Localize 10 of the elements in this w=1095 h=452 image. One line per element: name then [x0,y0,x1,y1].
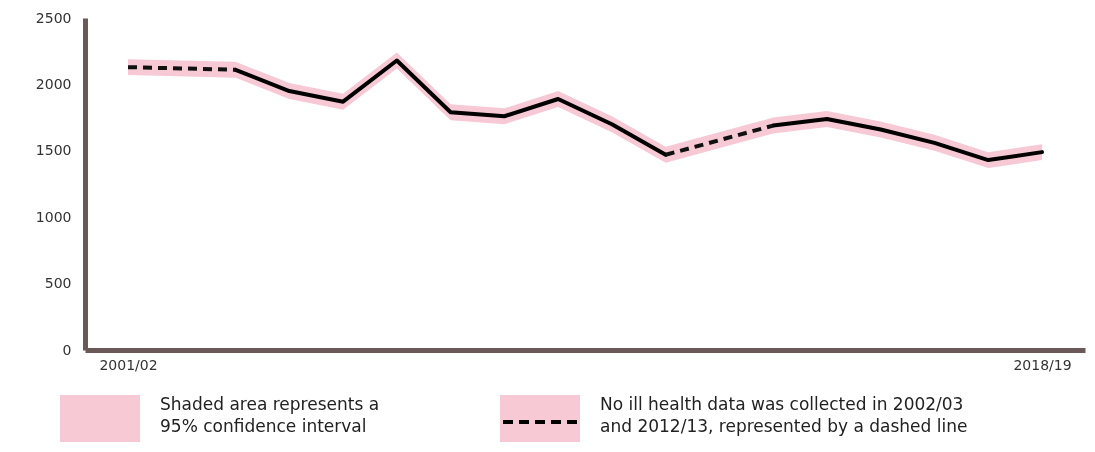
y-tick-label: 1500 [35,142,72,159]
text: No ill health data was collected in 2002/03 and 2012/13, represented by a dashed line [600,394,968,436]
y-tick-label: 2000 [35,75,72,92]
x-tick-label: 2001/02 [99,356,158,373]
x-tick-label: 2018/19 [1013,356,1072,373]
y-tick-label: 0 [62,341,72,358]
text: Shaded area represents a 95% confidence interval [160,394,380,436]
y-tick-label: 2500 [35,9,72,26]
y-tick-label: 1000 [35,208,72,225]
y-tick-label: 500 [44,275,72,292]
